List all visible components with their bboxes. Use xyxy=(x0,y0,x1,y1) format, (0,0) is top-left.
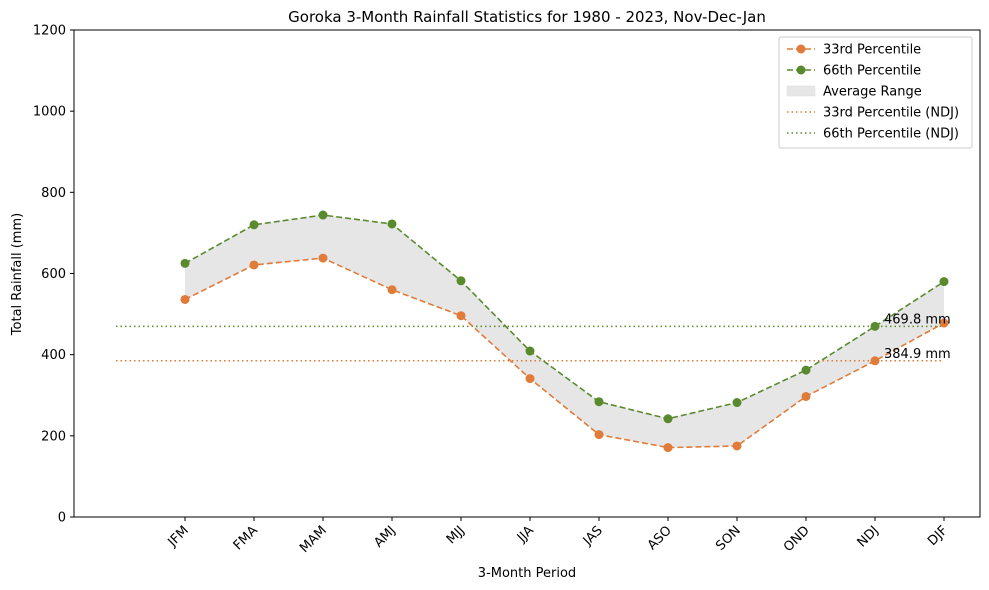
x-tick-label-0: JFM xyxy=(165,523,192,550)
series-1-point-4 xyxy=(456,276,466,286)
series-1-point-10 xyxy=(870,321,880,331)
series-line-1 xyxy=(184,214,945,420)
x-tick-label-10: NDJ xyxy=(855,523,882,550)
x-tick-label-11: DJF xyxy=(925,523,951,549)
series-1-point-0 xyxy=(180,258,190,268)
y-tick-label-2: 400 xyxy=(41,348,66,363)
series-0-point-9 xyxy=(801,391,811,401)
legend-label-2: Average Range xyxy=(823,85,922,100)
legend-marker-0 xyxy=(796,44,806,54)
reference-label-1: 469.8 mm xyxy=(884,312,951,327)
series-0-point-3 xyxy=(387,285,397,295)
series-0-point-1 xyxy=(249,260,259,270)
x-tick-label-2: MAM xyxy=(297,523,330,556)
x-tick-label-3: AMJ xyxy=(371,523,399,551)
legend-swatch-2 xyxy=(786,85,816,97)
series-0-point-10 xyxy=(870,356,880,366)
y-tick-label-4: 800 xyxy=(41,186,66,201)
y-axis-title: Total Rainfall (mm) xyxy=(10,213,25,336)
series-1-point-11 xyxy=(939,277,949,287)
series-1-point-6 xyxy=(594,397,604,407)
series-line-0 xyxy=(184,257,945,449)
x-tick-label-7: ASO xyxy=(645,523,675,553)
y-tick-label-3: 600 xyxy=(41,267,66,282)
series-0-point-11 xyxy=(939,318,949,328)
y-tick-label-0: 0 xyxy=(58,511,66,526)
legend-label-3: 33rd Percentile (NDJ) xyxy=(823,106,959,121)
series-0-point-5 xyxy=(525,374,535,384)
series-1-point-5 xyxy=(525,346,535,356)
series-0-point-4 xyxy=(456,311,466,321)
legend-label-4: 66th Percentile (NDJ) xyxy=(823,127,959,142)
y-tick-label-1: 200 xyxy=(41,429,66,444)
chart-title: Goroka 3-Month Rainfall Statistics for 1… xyxy=(288,8,766,26)
series-1-point-3 xyxy=(387,219,397,229)
average-range-band xyxy=(185,215,944,448)
y-tick-label-5: 1000 xyxy=(33,105,66,120)
series-1-point-8 xyxy=(732,398,742,408)
x-tick-label-4: MJJ xyxy=(444,523,468,547)
series-1-point-1 xyxy=(249,220,259,230)
y-tick-label-6: 1200 xyxy=(33,24,66,39)
series-1-point-9 xyxy=(801,365,811,375)
x-tick-label-6: JAS xyxy=(580,523,606,549)
series-1-point-2 xyxy=(318,210,328,220)
reference-label-0: 384.9 mm xyxy=(884,347,951,362)
legend-label-1: 66th Percentile xyxy=(823,64,921,79)
x-tick-label-5: JJA xyxy=(514,523,537,546)
series-0-point-8 xyxy=(732,441,742,451)
legend-label-0: 33rd Percentile xyxy=(823,43,921,58)
series-0-point-7 xyxy=(663,443,673,453)
x-tick-label-1: FMA xyxy=(231,523,261,553)
legend: 33rd Percentile 66th Percentile Average Ra… xyxy=(778,36,973,149)
series-0-point-6 xyxy=(594,430,604,440)
legend-marker-1 xyxy=(796,65,806,75)
x-axis-title: 3-Month Period xyxy=(478,566,576,581)
series-0-point-2 xyxy=(318,253,328,263)
x-tick-label-8: SON xyxy=(713,523,744,554)
series-0-point-0 xyxy=(180,294,190,304)
series-1-point-7 xyxy=(663,414,673,424)
legend-box xyxy=(778,36,973,149)
x-tick-label-9: OND xyxy=(781,523,813,555)
